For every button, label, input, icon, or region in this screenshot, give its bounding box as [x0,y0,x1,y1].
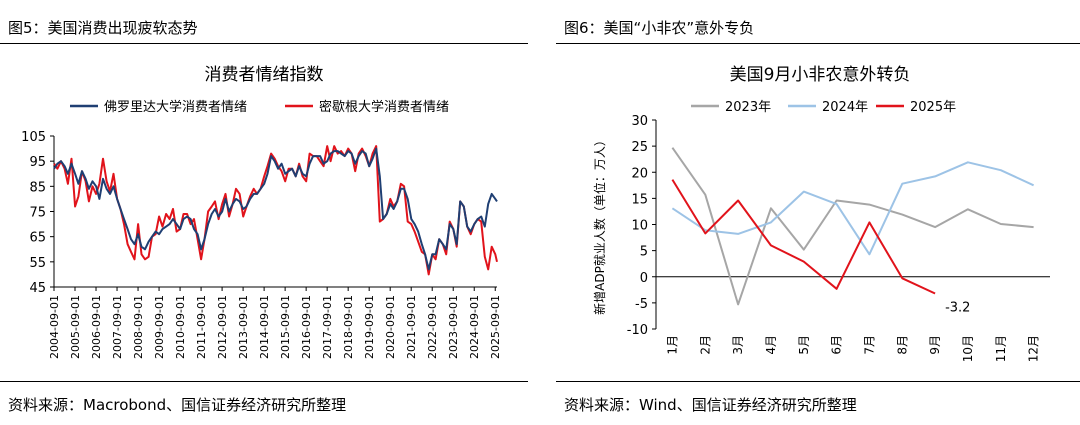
x-tick-label: 2010-09-01 [174,295,187,359]
x-tick-label: 2月 [698,335,712,355]
x-tick-label: 2009-09-01 [153,295,166,359]
y-tick-label: 30 [631,114,648,129]
x-tick-label: 2017-09-01 [321,295,334,359]
legend-label: 2023年 [725,100,771,115]
x-tick-label: 8月 [895,335,909,355]
figure-title: 图5：美国消费出现疲软态势 [8,19,198,37]
x-tick-label: 2008-09-01 [132,295,145,359]
x-tick-label: 2011-09-01 [195,295,208,359]
x-tick-label: 2006-09-01 [90,295,103,359]
y-axis-label: 新增ADP就业人数（单位：万人） [592,134,607,315]
y-tick-label: 65 [29,231,46,246]
y-tick-label: 95 [29,155,46,170]
chart-title: 美国9月小非农意外转负 [730,65,911,85]
x-tick-label: 2007-09-01 [111,295,124,359]
x-tick-label: 2004-09-01 [48,295,61,359]
x-tick-label: 2016-09-01 [300,295,313,359]
x-tick-label: 5月 [797,335,811,355]
series-line-2024 [671,161,1035,256]
top-rule [556,43,1080,44]
y-tick-label: 20 [631,166,648,181]
x-tick-label: 2025-09-01 [489,295,502,359]
source-note: 资料来源：Wind、国信证券经济研究所整理 [564,396,857,414]
y-tick-label: 15 [631,192,648,207]
x-tick-label: 2023-09-01 [447,295,460,359]
y-tick-label: -5 [635,297,648,312]
legend-label: 密歇根大学消费者情绪 [319,99,449,115]
y-tick-label: -10 [627,323,648,338]
x-tick-label: 11月 [994,335,1008,362]
x-tick-label: 2005-09-01 [69,295,82,359]
chart-title: 消费者情绪指数 [205,65,324,85]
x-tick-label: 2013-09-01 [237,295,250,359]
adp-employment-chart: 美国9月小非农意外转负 2023年 2024年 2025年新增ADP就业人数（单位：万… [592,65,1050,362]
legend-label: 2025年 [910,100,956,115]
legend-label: 佛罗里达大学消费者情绪 [104,99,247,115]
bottom-rule [556,381,1080,382]
x-tick-label: 12月 [1027,335,1041,362]
x-tick-label: 7月 [862,335,876,355]
x-tick-label: 1月 [665,335,679,355]
x-tick-label: 2022-09-01 [426,295,439,359]
y-tick-label: 55 [29,256,46,271]
right-figure-panel: 图6：美国“小非农”意外专负 美国9月小非农意外转负 2023年 2024年 2025… [556,0,1080,425]
x-tick-label: 6月 [830,335,844,355]
series-line-florida [53,147,498,271]
top-rule [0,43,528,44]
y-tick-label: 45 [29,281,46,296]
y-tick-label: 105 [21,130,46,145]
y-tick-label: 5 [640,245,648,260]
x-tick-label: 4月 [764,335,778,355]
x-tick-label: 10月 [961,335,975,362]
left-figure-panel: 图5：美国消费出现疲软态势 消费者情绪指数佛罗里达大学消费者情绪 密歇根大学消费者… [0,0,528,425]
y-tick-label: 75 [29,206,46,221]
x-tick-label: 2012-09-01 [216,295,229,359]
y-tick-label: 0 [640,271,648,286]
y-tick-label: 25 [631,140,648,155]
y-tick-label: 85 [29,180,46,195]
bottom-rule [0,381,528,382]
figure-title: 图6：美国“小非农”意外专负 [564,19,755,37]
data-label: -3.2 [945,300,970,315]
series-line-2023 [671,147,1034,306]
x-tick-label: 2019-09-01 [363,295,376,359]
x-tick-label: 2018-09-01 [342,295,355,359]
x-tick-label: 2014-09-01 [258,295,271,359]
x-tick-label: 2021-09-01 [405,295,418,359]
series-line-2025 [671,179,936,295]
source-note: 资料来源：Macrobond、国信证券经济研究所整理 [8,396,347,414]
x-tick-label: 3月 [731,335,745,355]
x-tick-label: 9月 [928,335,942,355]
x-tick-label: 2015-09-01 [279,295,292,359]
x-tick-label: 2020-09-01 [384,295,397,359]
x-tick-label: 2024-09-01 [468,295,481,359]
y-tick-label: 10 [631,219,648,234]
legend-label: 2024年 [822,100,868,115]
